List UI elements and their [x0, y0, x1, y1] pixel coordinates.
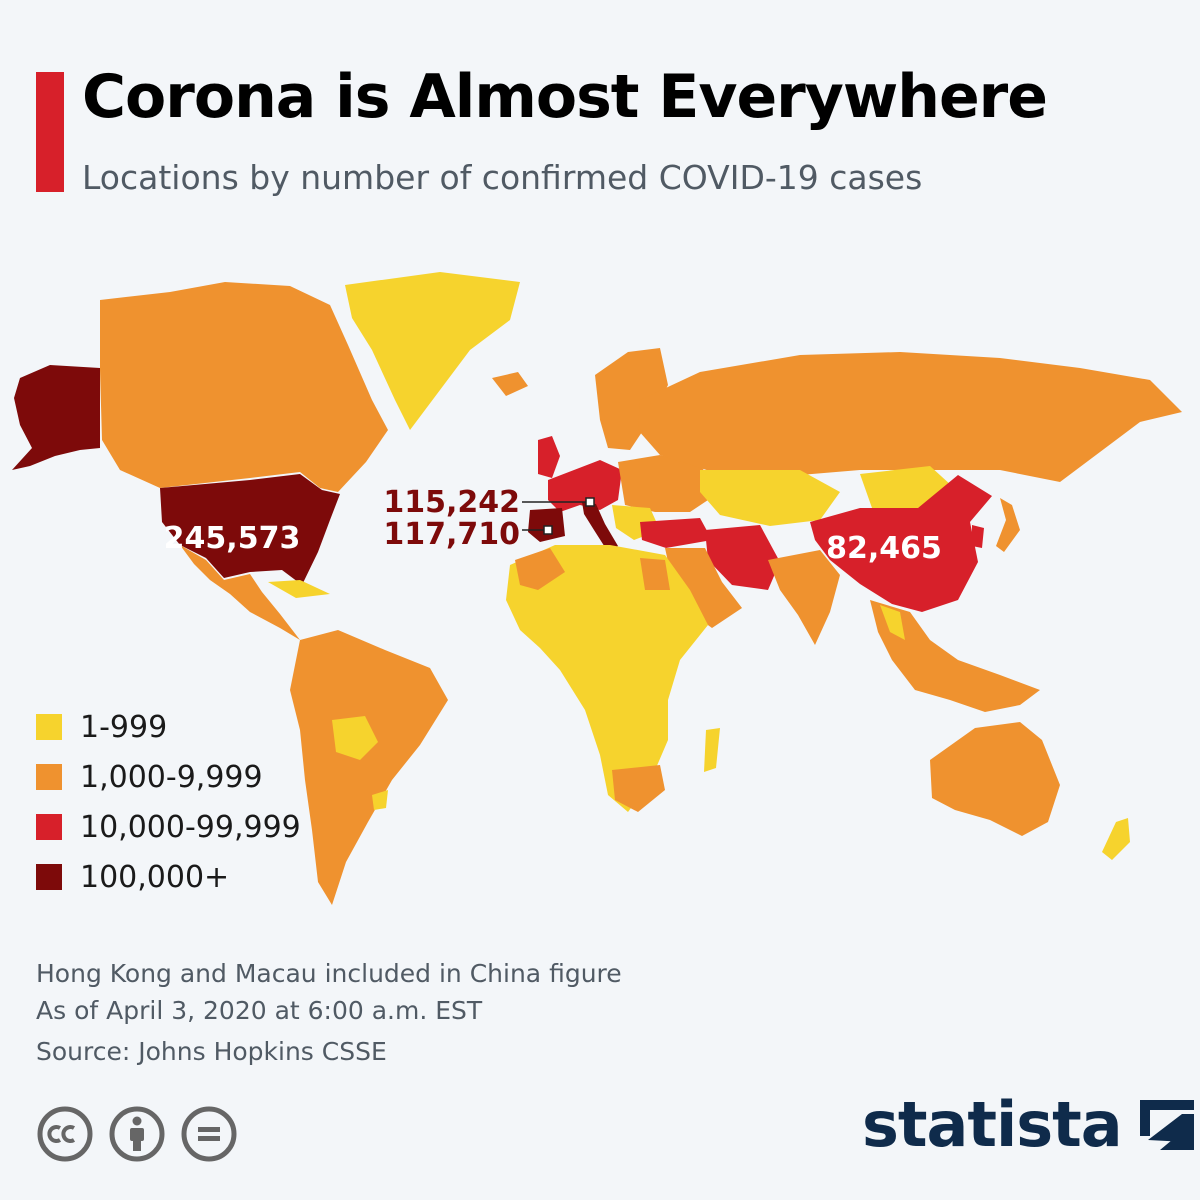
legend-item: 100,000+ [36, 852, 301, 902]
map-region-egypt [640, 558, 670, 590]
map-region-western-europe [548, 460, 622, 512]
map-region-spain [528, 508, 565, 542]
map-region-new-zealand [1102, 818, 1130, 860]
map-region-mongolia [860, 466, 952, 508]
legend-item: 1-999 [36, 702, 301, 752]
footnotes: Hong Kong and Macau included in China fi… [36, 955, 622, 1070]
map-region-korea [972, 525, 984, 548]
marker-spain [543, 525, 553, 535]
legend-item: 10,000-99,999 [36, 802, 301, 852]
legend-swatch [36, 864, 62, 890]
map-region-mexico [180, 545, 300, 640]
footnote-china-note: Hong Kong and Macau included in China fi… [36, 959, 622, 988]
map-region-usa [160, 474, 340, 585]
world-map: 245,573 82,465 115,242 117,710 [12, 272, 1182, 905]
statista-logo-icon [1139, 1099, 1194, 1150]
map-region-africa [506, 545, 708, 812]
creative-commons-icon[interactable] [36, 1105, 94, 1163]
accent-bar [36, 72, 64, 192]
map-region-south-africa [612, 765, 665, 812]
map-region-greenland [345, 272, 520, 430]
map-region-russia [638, 352, 1182, 482]
map-region-uruguay [372, 790, 388, 810]
map-region-iran [705, 525, 780, 590]
brand-logo[interactable]: statista [862, 1088, 1198, 1161]
map-region-alaska [12, 365, 100, 470]
footnote-date: As of April 3, 2020 at 6:00 a.m. EST [36, 996, 483, 1025]
attribution-icon[interactable] [108, 1105, 166, 1163]
legend-swatch [36, 714, 62, 740]
map-region-caribbean [268, 580, 330, 598]
map-region-uk [538, 436, 560, 478]
brand-wordmark: statista [862, 1088, 1123, 1161]
map-region-iceland [492, 372, 528, 396]
map-region-australia [930, 722, 1060, 836]
legend: 1-999 1,000-9,999 10,000-99,999 100,000+ [36, 702, 301, 902]
legend-label: 100,000+ [80, 859, 230, 895]
map-region-madagascar [704, 728, 720, 772]
map-region-turkey [640, 518, 712, 548]
license-icons [36, 1105, 252, 1163]
marker-italy [585, 497, 595, 507]
map-region-central-asia [700, 470, 840, 526]
map-region-north-africa [515, 548, 565, 590]
no-derivatives-icon[interactable] [180, 1105, 238, 1163]
legend-swatch [36, 764, 62, 790]
legend-item: 1,000-9,999 [36, 752, 301, 802]
map-region-canada [100, 282, 388, 492]
map-region-myanmar [880, 605, 905, 640]
map-region-scandinavia [595, 348, 668, 450]
map-region-china [810, 475, 992, 612]
legend-label: 10,000-99,999 [80, 809, 301, 845]
map-region-india [768, 550, 840, 645]
legend-label: 1,000-9,999 [80, 759, 263, 795]
map-region-south-america [290, 630, 448, 905]
map-region-southeast-asia [870, 600, 1040, 712]
map-label-usa: 245,573 [164, 521, 301, 556]
map-region-bolivia [332, 716, 378, 760]
map-region-japan [996, 498, 1020, 552]
map-label-china: 82,465 [826, 531, 942, 566]
map-region-middle-east [665, 548, 742, 628]
page-subtitle: Locations by number of confirmed COVID-1… [82, 158, 923, 197]
page-title: Corona is Almost Everywhere [82, 62, 1048, 132]
map-label-italy: 115,242 [383, 485, 520, 520]
map-region-italy [582, 502, 618, 552]
map-label-spain: 117,710 [383, 517, 520, 552]
map-region-eastern-europe [618, 455, 720, 512]
legend-label: 1-999 [80, 709, 168, 745]
legend-swatch [36, 814, 62, 840]
footnote-source: Source: Johns Hopkins CSSE [36, 1037, 387, 1066]
